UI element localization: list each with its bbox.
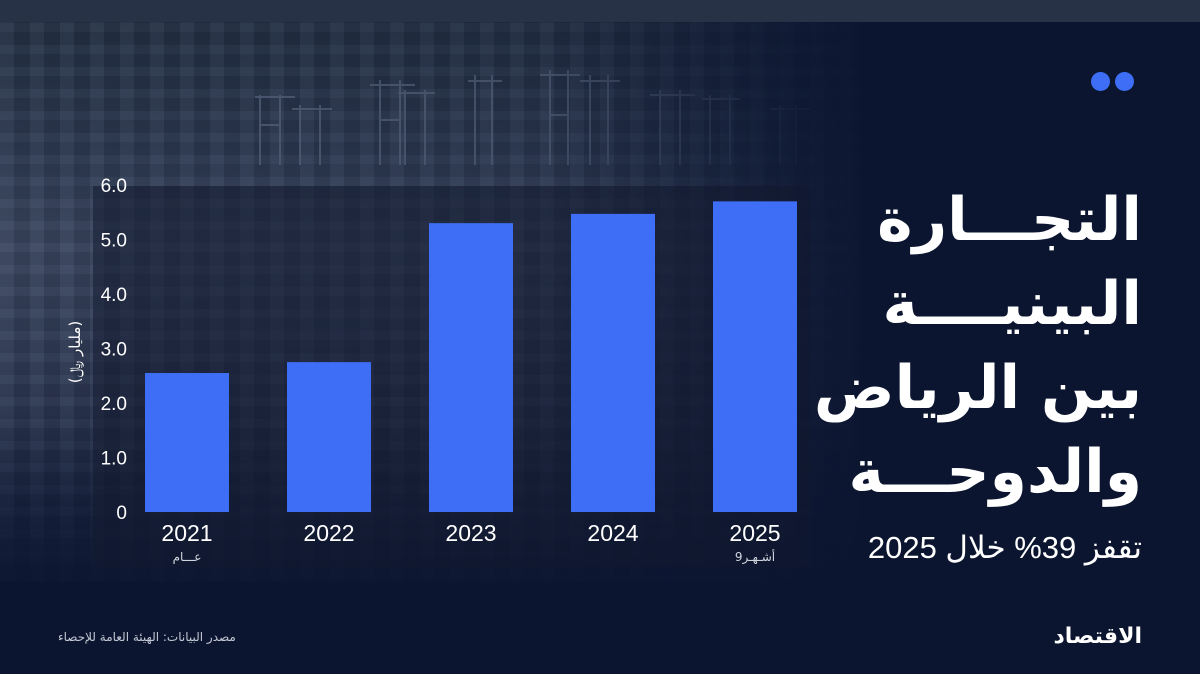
y-axis-label: (مليار ﷼): [66, 321, 85, 383]
bar-2023: [429, 223, 513, 512]
top-strip: [0, 0, 1200, 22]
brand-dot-2: [1115, 72, 1134, 91]
y-tick-label: 6.0: [101, 176, 127, 197]
bar-2021: [145, 373, 229, 512]
headline-line-2: البينيــــة: [882, 269, 1142, 339]
headline-line-1: التجـــارة: [877, 185, 1142, 255]
source-note: مصدر البيانات: الهيئة العامة للإحصاء: [58, 630, 236, 644]
y-tick-label: 3.0: [101, 340, 127, 361]
x-tick-sublabel: 9أشـهـر: [735, 549, 775, 565]
brand-logo: الاقتصاد: [1053, 624, 1142, 649]
headline-line-3: بين الرياض: [813, 353, 1142, 423]
bar-2025: [713, 201, 797, 512]
y-tick-label: 0: [116, 503, 127, 524]
y-tick-label: 4.0: [101, 285, 127, 306]
brand-dots: [1091, 72, 1134, 91]
x-tick-sublabel: عـــام: [173, 550, 202, 564]
y-tick-label: 5.0: [101, 231, 127, 252]
bar-chart: 0 1.0 2.0 3.0 4.0 5.0 6.0 (مليار ﷼) 2021 عـــام 20…: [66, 176, 797, 565]
brand-dot-1: [1091, 72, 1110, 91]
headline-title: التجـــارة البينيــــة بين الرياض والدوح…: [802, 178, 1142, 514]
bar-2024: [571, 213, 655, 512]
subtitle: تقفز 39% خلال 2025: [867, 530, 1142, 565]
x-tick-label: 2022: [303, 520, 354, 546]
bar-2022: [287, 362, 371, 512]
x-tick-label: 2023: [445, 520, 496, 546]
headline-line-4: والدوحـــة: [848, 437, 1143, 507]
x-tick-label: 2021: [161, 520, 212, 546]
x-tick-label: 2025: [729, 520, 780, 546]
x-tick-label: 2024: [587, 520, 638, 546]
y-tick-label: 2.0: [101, 394, 127, 415]
y-tick-label: 1.0: [101, 449, 127, 470]
